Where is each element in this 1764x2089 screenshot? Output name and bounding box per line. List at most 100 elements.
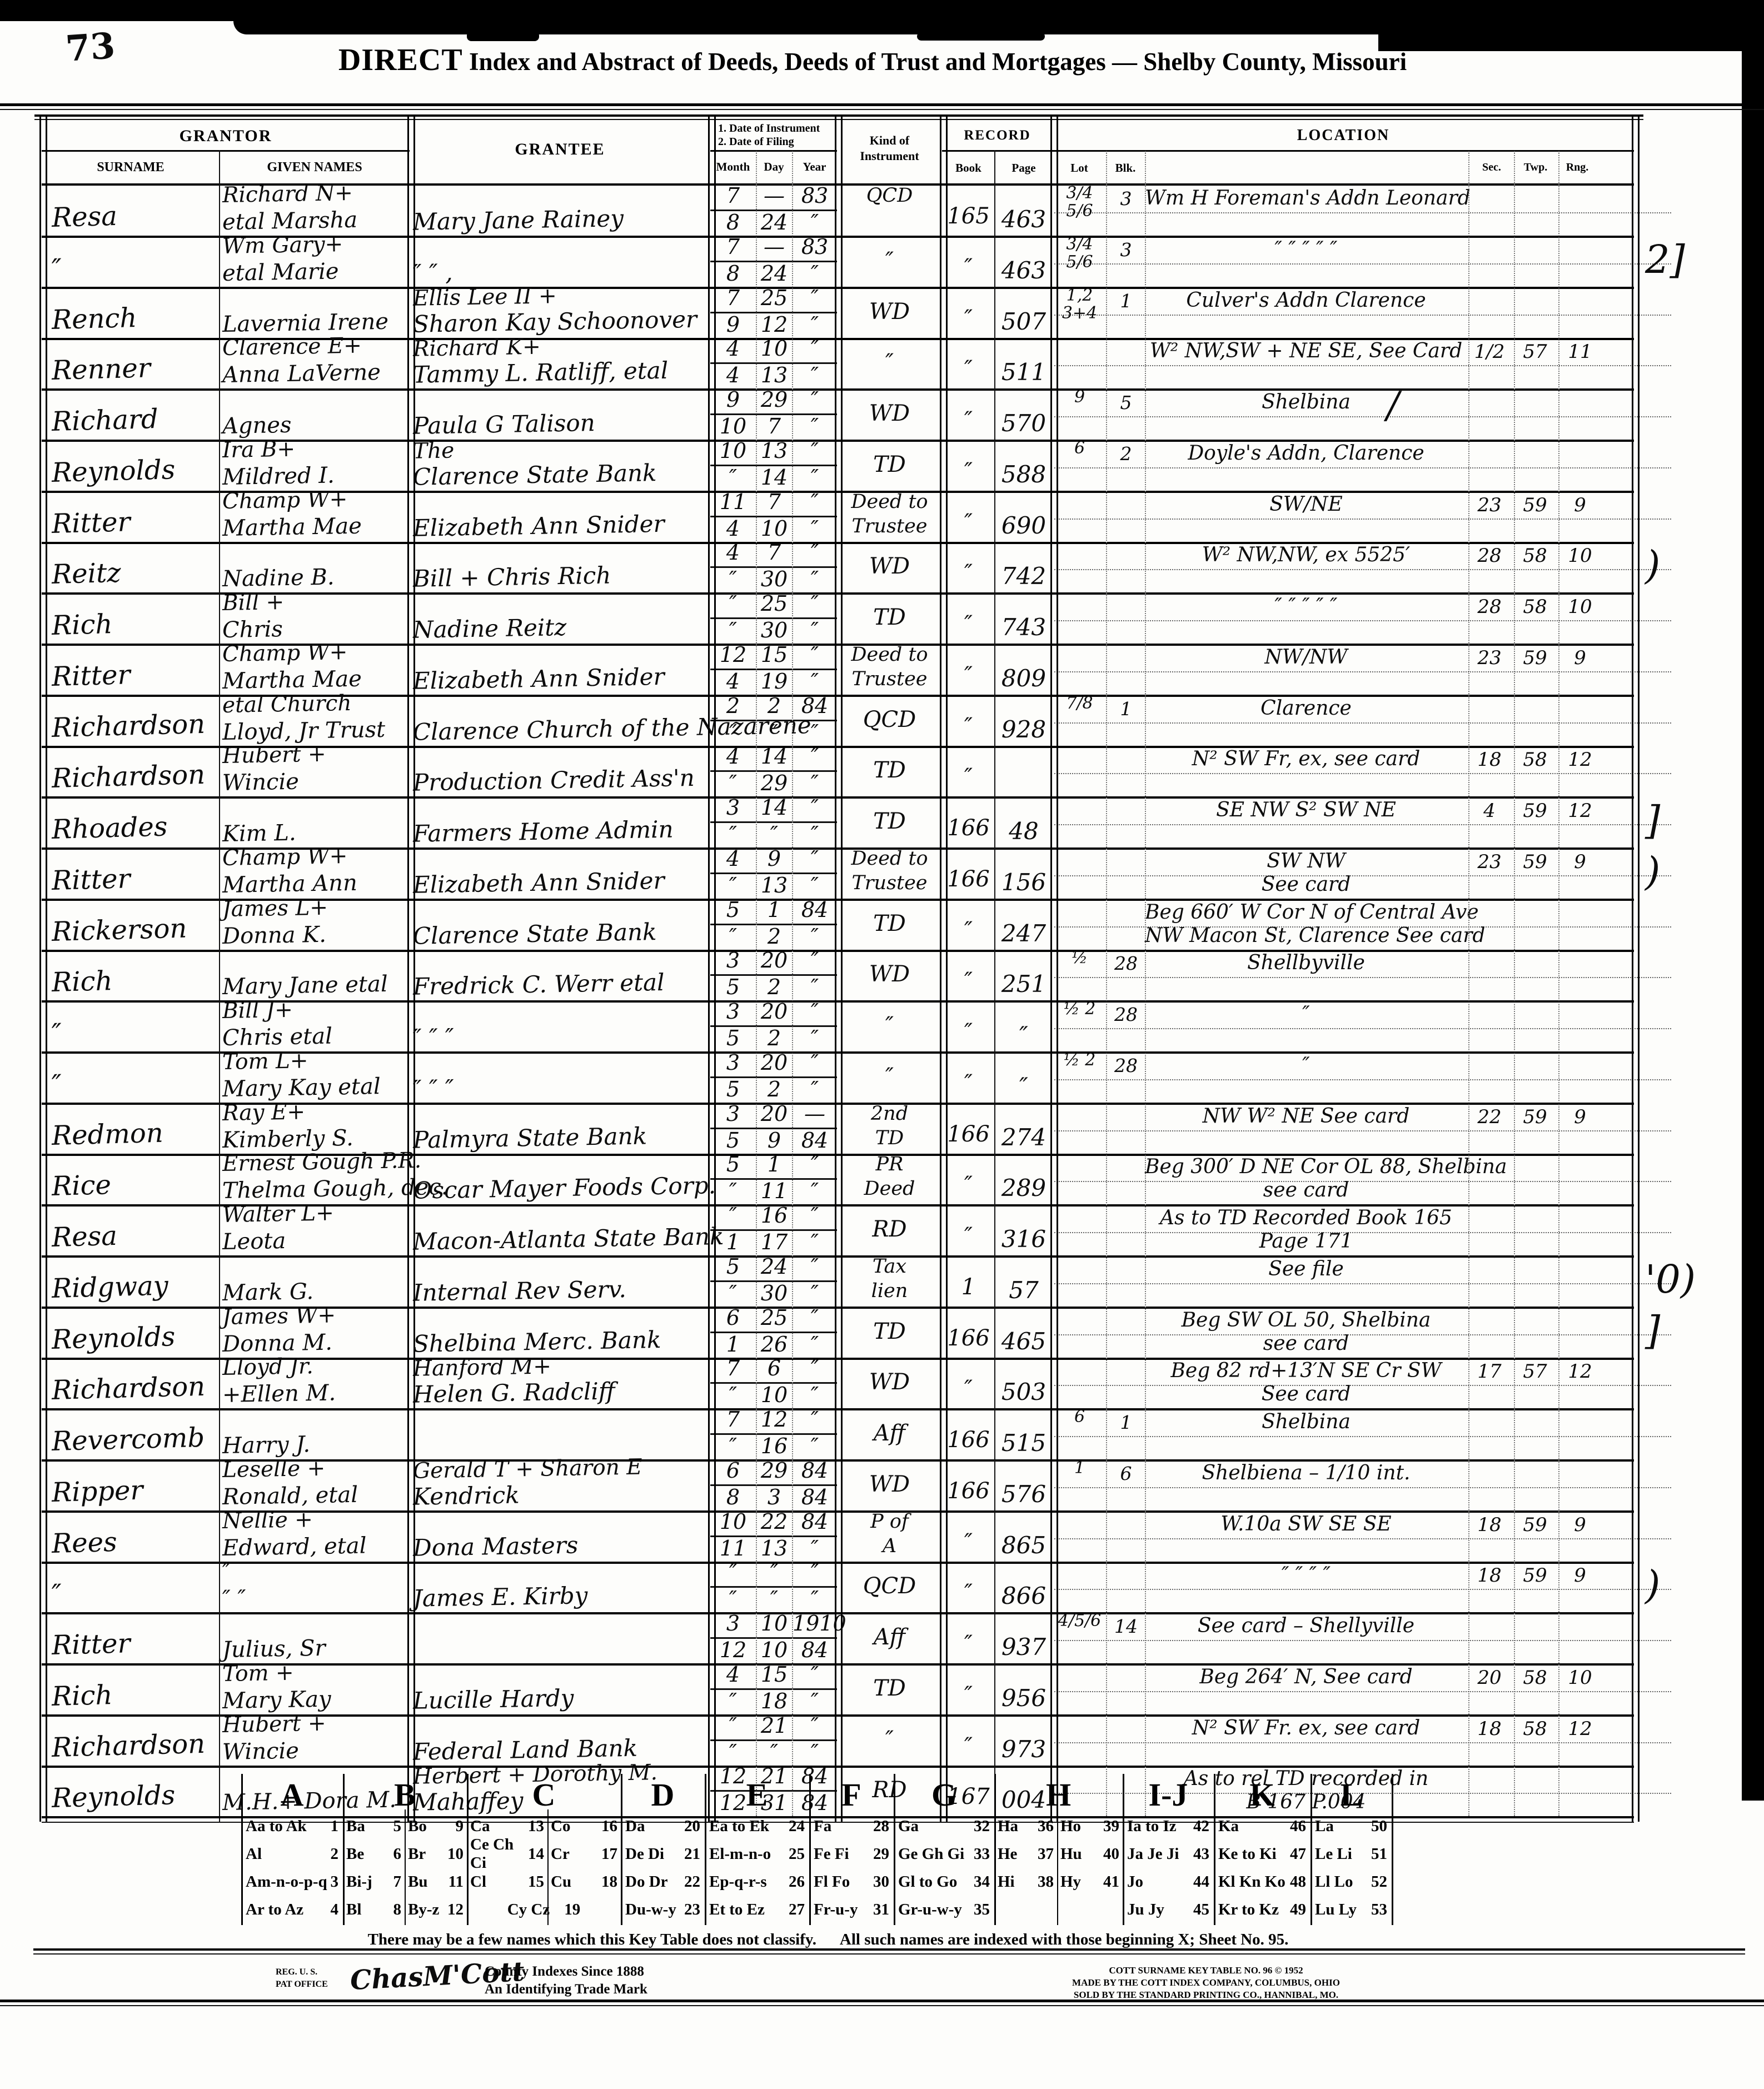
key-range-label: Bo (408, 1817, 427, 1835)
cell-filing-year: ″ (810, 1179, 819, 1204)
cell-instrument-day: 20 (760, 1101, 788, 1126)
key-range-label: Gr-u-w-y (898, 1900, 962, 1918)
key-table-cell: Da 20 (625, 1814, 700, 1838)
cell-location-line1: W.10a SW SE SE (1220, 1512, 1392, 1535)
cell-record-page: 690 (1001, 511, 1047, 539)
margin-pen-mark: ) (1645, 542, 1661, 589)
cell-location-line1: Beg 300′ D NE Cor OL 88, Shelbina (1145, 1155, 1507, 1179)
cell-grantee: Bill + Chris Rich (412, 561, 611, 592)
cell-instrument-month: 2 (726, 693, 740, 718)
cell-filing-month: 12 (719, 1638, 747, 1662)
cell-twp: 59 (1523, 1564, 1547, 1587)
cell-rng: 11 (1568, 341, 1592, 363)
key-table-cell: Fe Fi 29 (814, 1842, 889, 1866)
key-table-rule (621, 1774, 622, 1925)
cell-instrument-day: 16 (760, 1203, 788, 1228)
trademark-line1: County Indexes Since 1888 (485, 1964, 644, 1979)
cell-filing-month: ″ (729, 873, 738, 898)
cell-instrument-day: 29 (760, 387, 788, 412)
cell-location-line1: As to TD Recorded Book 165 (1160, 1206, 1452, 1229)
key-table-rule (809, 1774, 811, 1925)
cell-filing-month: ″ (729, 720, 738, 745)
record-subrule (942, 150, 1053, 152)
cell-grantor-surname: Renner (51, 352, 151, 387)
cell-kind-top: Tax (872, 1255, 907, 1278)
margin-pen-mark: '0) (1645, 1256, 1696, 1302)
key-sheet-number: 20 (684, 1817, 700, 1835)
key-sheet-number: 46 (1290, 1817, 1306, 1835)
cell-filing-year: ″ (810, 822, 819, 846)
cell-instrument-year: ″ (810, 1407, 819, 1432)
key-table-cell: Al 2 (246, 1842, 338, 1866)
reg-line1: REG. U. S. (276, 1967, 318, 1977)
cell-grantor-surname: Rench (51, 302, 137, 336)
cell-filing-day: 11 (760, 1179, 788, 1204)
key-table-rule (467, 1774, 469, 1925)
location-dotted-rule (1054, 1232, 1671, 1233)
cell-filing-year: ″ (810, 1280, 819, 1305)
key-table-cell: El-m-n-o 25 (709, 1842, 805, 1866)
col-surname: SURNAME (97, 160, 165, 175)
cell-kind-top: Deed to (851, 847, 928, 870)
rule-v-blk-desc (1145, 151, 1146, 1816)
key-sheet-number: 44 (1193, 1872, 1209, 1891)
key-range-label: Cr (551, 1844, 570, 1863)
cell-filing-year: ″ (810, 465, 819, 490)
key-range-label: De Di (625, 1844, 665, 1863)
cell-instrument-month: 10 (719, 1509, 747, 1534)
key-table-cell: Fr-u-y 31 (814, 1897, 889, 1922)
cell-filing-day: 13 (760, 873, 788, 898)
key-range-label: Co (551, 1817, 571, 1835)
key-table-cell: Cu 18 (551, 1869, 617, 1894)
cell-grantor-given-top: Champ W+ (222, 639, 348, 667)
key-range-label: Fr-u-y (814, 1900, 858, 1918)
margin-pen-mark: ) (1645, 1562, 1661, 1608)
cell-rng: 10 (1568, 1666, 1592, 1689)
cell-instrument-month: ″ (729, 1560, 738, 1585)
title-rule-1 (0, 103, 1764, 106)
cell-record-book: 166 (947, 1478, 990, 1504)
cell-sec: 20 (1477, 1666, 1502, 1689)
key-sheet-number: 24 (789, 1817, 805, 1835)
date-mid-rule (710, 311, 837, 313)
keytable-rule-2 (33, 1953, 1745, 1955)
cell-lot-top: 9 (1074, 387, 1085, 407)
date-mid-rule (710, 1484, 837, 1486)
key-table-cell: Ca 13 (470, 1814, 544, 1838)
cell-record-book: 166 (947, 815, 990, 841)
cell-filing-year: ″ (810, 1434, 819, 1458)
cell-grantor-surname: Rich (51, 1679, 113, 1712)
cell-grantee: Internal Rev Serv. (412, 1275, 627, 1307)
key-range-label: Lu Ly (1315, 1900, 1357, 1918)
cell-record-page: 743 (1001, 614, 1047, 641)
key-range-label: Ka (1218, 1817, 1239, 1835)
cell-location-line1: W² NW,NW, ex 5525′ (1202, 544, 1411, 567)
cell-grantor-surname: Ritter (51, 863, 131, 896)
ledger-row: Reynolds James W+ Donna M. Shelbina Merc. B… (42, 1303, 1671, 1360)
cell-record-book: ″ (964, 662, 973, 688)
cell-rng: 10 (1568, 596, 1592, 618)
cell-grantor-given-top: Hubert + (222, 741, 326, 769)
cell-grantor-given: Anna LaVerne (222, 360, 381, 388)
cell-record-page: 48 (1009, 817, 1039, 845)
key-table-letter: L (1340, 1777, 1362, 1813)
key-range-label: Kl Kn Ko (1218, 1872, 1285, 1891)
cell-instrument-month: ″ (729, 591, 738, 616)
location-dotted-rule (1054, 875, 1671, 876)
cell-record-book: 166 (947, 866, 990, 892)
cell-filing-year: ″ (810, 924, 819, 949)
rule-v-grantee-date (708, 114, 716, 1822)
cell-kind-top: Deed to (851, 490, 928, 513)
cell-filing-month: ″ (729, 1739, 738, 1764)
cell-kind: QCD (863, 706, 916, 732)
margin-pen-mark: ] (1645, 1307, 1661, 1353)
reg-line2: PAT OFFICE (276, 1980, 328, 1989)
cell-rng: 9 (1574, 1513, 1586, 1536)
cell-instrument-year: 84 (801, 897, 829, 922)
key-table-cell: Kr to Kz 49 (1218, 1897, 1306, 1922)
cell-location-line1: Beg 660′ W Cor N of Central Ave (1145, 900, 1479, 924)
printer-line2: MADE BY THE COTT INDEX COMPANY, COLUMBUS… (1072, 1977, 1340, 1988)
cell-instrument-day: 9 (767, 846, 781, 871)
cell-record-book: ″ (964, 407, 973, 433)
cell-instrument-year: 83 (801, 183, 829, 208)
